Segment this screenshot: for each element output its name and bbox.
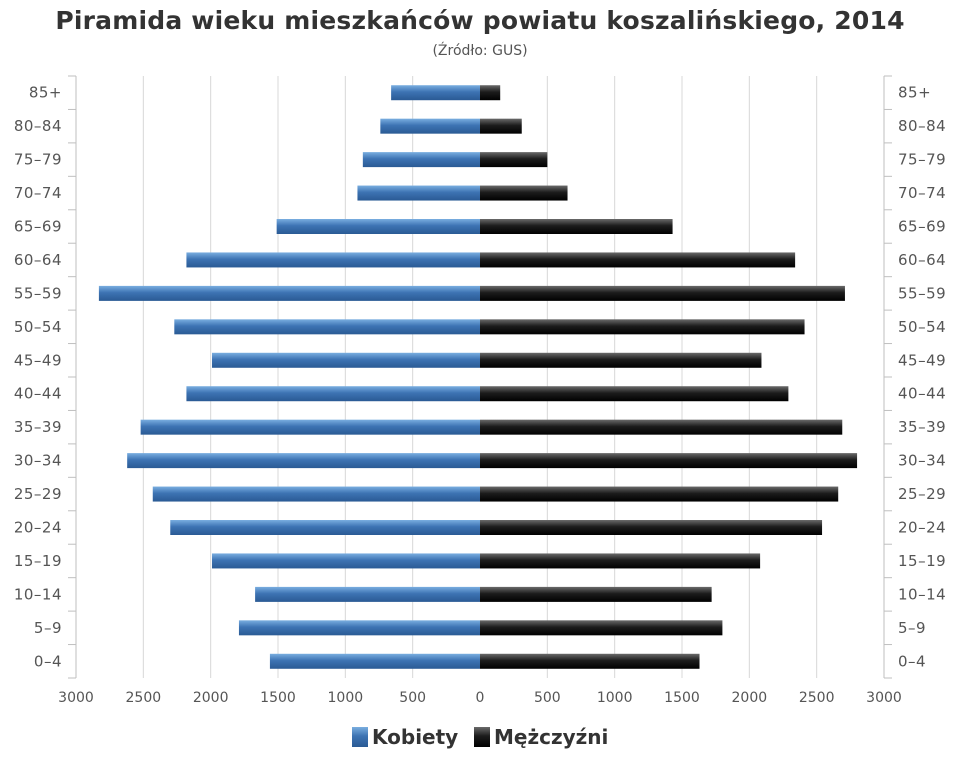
bar-kobiety [140,419,480,435]
bars [98,85,858,669]
category-label-left: 30–34 [14,452,62,470]
category-label-left: 25–29 [14,485,62,503]
category-label-left: 40–44 [14,385,62,403]
bar-mezczyzni [480,553,761,569]
bar-kobiety [212,553,480,569]
category-label-left: 35–39 [14,418,62,436]
bar-kobiety [98,285,480,301]
category-label-left: 5–9 [34,619,62,637]
x-tick-label: 500 [399,690,426,706]
bar-kobiety [170,520,480,535]
category-label-right: 60–64 [898,251,946,269]
x-tick-label: 3000 [866,690,902,706]
category-label-left: 20–24 [14,519,62,537]
bar-kobiety [238,620,480,636]
category-label-left: 85+ [29,84,62,102]
bar-mezczyzni [480,152,548,168]
category-label-right: 50–54 [898,318,946,336]
category-label-right: 55–59 [898,284,946,302]
category-label-left: 80–84 [14,117,62,135]
bar-kobiety [152,486,480,502]
category-label-left: 10–14 [14,585,62,603]
legend-swatch-mezczyzni[interactable] [474,727,490,747]
bar-kobiety [362,152,480,168]
bar-kobiety [255,586,480,602]
bar-mezczyzni [480,118,522,134]
chart-title: Piramida wieku mieszkańców powiatu kosza… [55,6,905,35]
category-label-left: 50–54 [14,318,62,336]
bar-mezczyzni [480,285,845,301]
x-tick-label: 500 [534,690,561,706]
category-label-left: 55–59 [14,284,62,302]
bar-kobiety [391,85,480,101]
category-label-right: 70–74 [898,184,946,202]
category-label-right: 40–44 [898,385,946,403]
bar-kobiety [212,352,480,368]
axes [68,75,892,679]
category-label-left: 75–79 [14,151,62,169]
bar-kobiety [186,386,480,402]
chart-subtitle: (Źródło: GUS) [432,43,528,59]
bar-mezczyzni [480,586,712,602]
bar-mezczyzni [480,85,501,101]
axis-labels: 3000 2500 2000 1500 1000 500 0 500 1000 1500 2000 2… [14,84,946,706]
category-label-right: 0–4 [898,652,926,670]
bar-mezczyzni [480,653,700,669]
category-label-left: 65–69 [14,218,62,236]
category-label-right: 5–9 [898,619,926,637]
bar-kobiety [269,653,480,669]
bar-kobiety [380,118,480,134]
x-tick-label: 3000 [58,690,94,706]
category-label-left: 15–19 [14,552,62,570]
bar-mezczyzni [480,386,789,402]
bar-kobiety [276,219,480,234]
bar-mezczyzni [480,352,762,368]
legend[interactable]: Kobiety Mężczyźni [352,725,608,749]
category-label-right: 15–19 [898,552,946,570]
bar-mezczyzni [480,252,796,268]
bar-mezczyzni [480,486,839,502]
x-tick-label: 0 [476,690,485,706]
bar-kobiety [127,453,480,469]
x-tick-label: 1000 [597,690,633,706]
category-label-right: 45–49 [898,351,946,369]
category-label-right: 75–79 [898,151,946,169]
x-tick-label: 1000 [328,690,364,706]
bar-kobiety [174,319,480,335]
x-tick-label: 2000 [732,690,768,706]
bar-kobiety [357,185,480,201]
category-label-right: 25–29 [898,485,946,503]
category-label-left: 60–64 [14,251,62,269]
bar-mezczyzni [480,419,843,435]
category-label-right: 65–69 [898,218,946,236]
category-label-right: 80–84 [898,117,946,135]
x-tick-label: 2500 [126,690,162,706]
bar-mezczyzni [480,219,673,234]
category-label-right: 30–34 [898,452,946,470]
bar-mezczyzni [480,453,858,469]
category-label-left: 45–49 [14,351,62,369]
x-tick-label: 2500 [799,690,835,706]
category-label-right: 35–39 [898,418,946,436]
legend-label-kobiety[interactable]: Kobiety [372,725,458,749]
bar-mezczyzni [480,319,805,335]
bar-mezczyzni [480,620,723,636]
category-label-left: 70–74 [14,184,62,202]
legend-swatch-kobiety[interactable] [352,727,368,747]
category-label-right: 85+ [898,84,931,102]
x-tick-label: 2000 [193,690,229,706]
x-tick-label: 1500 [664,690,700,706]
x-tick-label: 1500 [260,690,296,706]
category-label-right: 10–14 [898,585,946,603]
legend-label-mezczyzni[interactable]: Mężczyźni [494,725,608,749]
bar-kobiety [186,252,480,268]
category-label-right: 20–24 [898,519,946,537]
bar-mezczyzni [480,185,568,201]
category-label-left: 0–4 [34,652,62,670]
bar-mezczyzni [480,520,823,535]
